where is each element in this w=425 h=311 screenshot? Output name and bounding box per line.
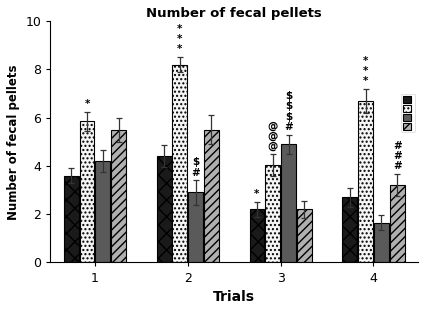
Bar bbox=[297, 209, 312, 262]
Bar bbox=[390, 185, 405, 262]
Bar bbox=[249, 209, 264, 262]
Bar bbox=[374, 223, 389, 262]
Text: $: $ bbox=[285, 101, 292, 111]
Text: *: * bbox=[177, 34, 183, 44]
Y-axis label: Number of fecal pellets: Number of fecal pellets bbox=[7, 64, 20, 220]
Bar bbox=[281, 144, 296, 262]
Bar bbox=[265, 165, 280, 262]
Text: #: # bbox=[284, 122, 293, 132]
Legend: , , , : , , , bbox=[401, 94, 414, 132]
Text: $: $ bbox=[285, 91, 292, 101]
Text: *: * bbox=[254, 189, 260, 199]
Text: #: # bbox=[393, 141, 402, 151]
Text: #: # bbox=[191, 168, 200, 178]
Text: *: * bbox=[363, 66, 368, 76]
Bar bbox=[111, 130, 126, 262]
Text: #: # bbox=[393, 151, 402, 161]
Bar bbox=[96, 161, 110, 262]
X-axis label: Trials: Trials bbox=[213, 290, 255, 304]
Bar bbox=[358, 101, 373, 262]
Bar bbox=[157, 156, 172, 262]
Bar bbox=[173, 65, 187, 262]
Bar bbox=[64, 176, 79, 262]
Text: @: @ bbox=[268, 121, 278, 131]
Text: *: * bbox=[363, 56, 368, 66]
Bar bbox=[343, 197, 357, 262]
Text: *: * bbox=[177, 44, 183, 54]
Text: *: * bbox=[85, 99, 90, 109]
Text: $: $ bbox=[192, 157, 199, 167]
Bar bbox=[79, 121, 94, 262]
Bar bbox=[204, 130, 219, 262]
Text: @: @ bbox=[268, 141, 278, 151]
Text: *: * bbox=[363, 76, 368, 86]
Text: $: $ bbox=[285, 112, 292, 122]
Title: Number of fecal pellets: Number of fecal pellets bbox=[146, 7, 322, 20]
Bar bbox=[188, 193, 203, 262]
Text: *: * bbox=[177, 24, 183, 34]
Text: @: @ bbox=[268, 131, 278, 141]
Text: #: # bbox=[393, 161, 402, 171]
